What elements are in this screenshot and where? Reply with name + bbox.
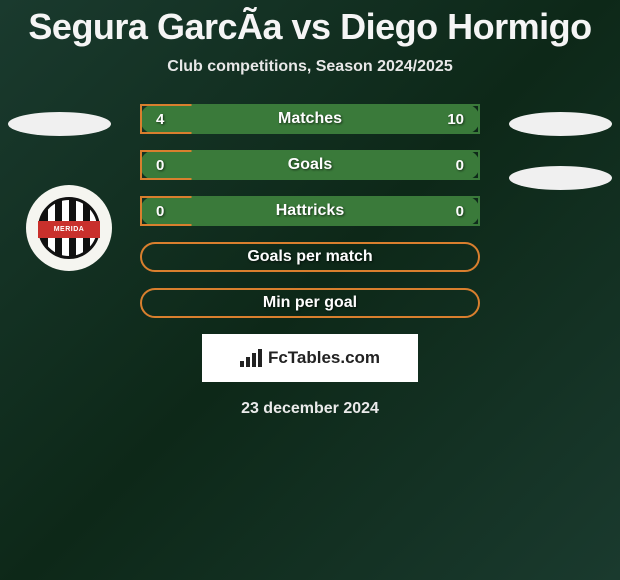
chart-icon bbox=[240, 349, 262, 367]
stat-row: 0 Hattricks 0 bbox=[140, 196, 480, 226]
stat-row: 0 Goals 0 bbox=[140, 150, 480, 180]
stat-left-value: 0 bbox=[156, 157, 164, 174]
stat-row: 4 Matches 10 bbox=[140, 104, 480, 134]
stat-label: Goals per match bbox=[247, 248, 372, 266]
stat-rows: 4 Matches 10 0 Goals 0 0 Hattricks 0 Goals per ma… bbox=[140, 104, 480, 318]
player-badge-left bbox=[8, 112, 111, 136]
club-badge: MERIDA bbox=[26, 185, 112, 271]
stat-right-value: 0 bbox=[456, 157, 464, 174]
brand-text: FcTables.com bbox=[268, 348, 380, 368]
stat-label: Min per goal bbox=[263, 294, 357, 312]
player-badge-right-2 bbox=[509, 166, 612, 190]
brand-box[interactable]: FcTables.com bbox=[202, 334, 418, 382]
page-subtitle: Club competitions, Season 2024/2025 bbox=[0, 58, 620, 76]
stat-label: Goals bbox=[288, 156, 332, 174]
stat-left-value: 4 bbox=[156, 111, 164, 128]
stat-label: Hattricks bbox=[276, 202, 344, 220]
comparison-panel: MERIDA 4 Matches 10 0 Goals 0 0 Hattricks 0 Goals… bbox=[0, 104, 620, 418]
stat-label: Matches bbox=[278, 110, 342, 128]
page-title: Segura GarcÃa vs Diego Hormigo bbox=[0, 0, 620, 48]
club-badge-label: MERIDA bbox=[38, 221, 100, 238]
stat-left-value: 0 bbox=[156, 203, 164, 220]
club-badge-stripes: MERIDA bbox=[38, 197, 100, 259]
stat-right-value: 0 bbox=[456, 203, 464, 220]
stat-row: Goals per match bbox=[140, 242, 480, 272]
date-label: 23 december 2024 bbox=[0, 400, 620, 418]
player-badge-right-1 bbox=[509, 112, 612, 136]
stat-right-value: 10 bbox=[447, 111, 464, 128]
stat-row: Min per goal bbox=[140, 288, 480, 318]
